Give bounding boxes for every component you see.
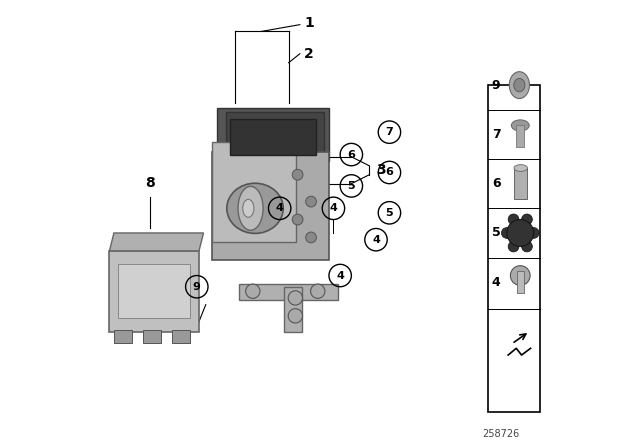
FancyBboxPatch shape: [109, 251, 199, 332]
FancyBboxPatch shape: [172, 330, 190, 343]
Text: 4: 4: [276, 203, 284, 213]
Circle shape: [292, 214, 303, 225]
Ellipse shape: [243, 199, 254, 217]
Text: 5: 5: [386, 208, 393, 218]
Text: 5: 5: [492, 226, 500, 240]
Ellipse shape: [514, 164, 527, 171]
Ellipse shape: [509, 72, 529, 99]
Circle shape: [310, 284, 325, 298]
Text: 8: 8: [145, 177, 155, 190]
Circle shape: [246, 284, 260, 298]
Text: 6: 6: [348, 150, 355, 159]
FancyBboxPatch shape: [514, 168, 527, 199]
Text: 4: 4: [336, 271, 344, 280]
Text: 4: 4: [492, 276, 500, 289]
Circle shape: [502, 228, 512, 238]
Circle shape: [522, 241, 532, 252]
Circle shape: [292, 169, 303, 180]
Circle shape: [306, 196, 316, 207]
Circle shape: [508, 241, 519, 252]
Ellipse shape: [514, 78, 525, 92]
Text: 7: 7: [385, 127, 394, 137]
Text: 258726: 258726: [482, 429, 520, 439]
Circle shape: [288, 291, 303, 305]
Circle shape: [529, 228, 539, 238]
Text: 6: 6: [492, 177, 500, 190]
FancyBboxPatch shape: [230, 119, 316, 155]
Text: 9: 9: [492, 78, 500, 92]
FancyBboxPatch shape: [212, 142, 296, 242]
FancyBboxPatch shape: [239, 284, 338, 300]
Text: 2: 2: [305, 47, 314, 61]
Text: 9: 9: [193, 282, 201, 292]
Circle shape: [306, 232, 316, 243]
FancyBboxPatch shape: [217, 108, 329, 161]
Text: 3: 3: [376, 163, 386, 177]
Text: 6: 6: [385, 168, 394, 177]
Ellipse shape: [238, 186, 263, 230]
FancyBboxPatch shape: [118, 264, 190, 318]
Text: 5: 5: [348, 181, 355, 191]
Circle shape: [508, 214, 519, 225]
Ellipse shape: [227, 183, 284, 233]
FancyBboxPatch shape: [114, 330, 132, 343]
Circle shape: [288, 309, 303, 323]
FancyBboxPatch shape: [516, 125, 524, 147]
Text: 7: 7: [492, 128, 500, 141]
Circle shape: [522, 214, 532, 225]
Text: 4: 4: [372, 235, 380, 245]
Text: 1: 1: [305, 16, 314, 30]
Circle shape: [507, 220, 534, 246]
FancyBboxPatch shape: [212, 152, 329, 260]
FancyBboxPatch shape: [226, 112, 324, 179]
Ellipse shape: [511, 120, 529, 131]
FancyBboxPatch shape: [516, 271, 524, 293]
Text: 4: 4: [330, 203, 337, 213]
Polygon shape: [109, 233, 204, 251]
FancyBboxPatch shape: [143, 330, 161, 343]
Circle shape: [511, 266, 530, 285]
FancyBboxPatch shape: [284, 287, 302, 332]
